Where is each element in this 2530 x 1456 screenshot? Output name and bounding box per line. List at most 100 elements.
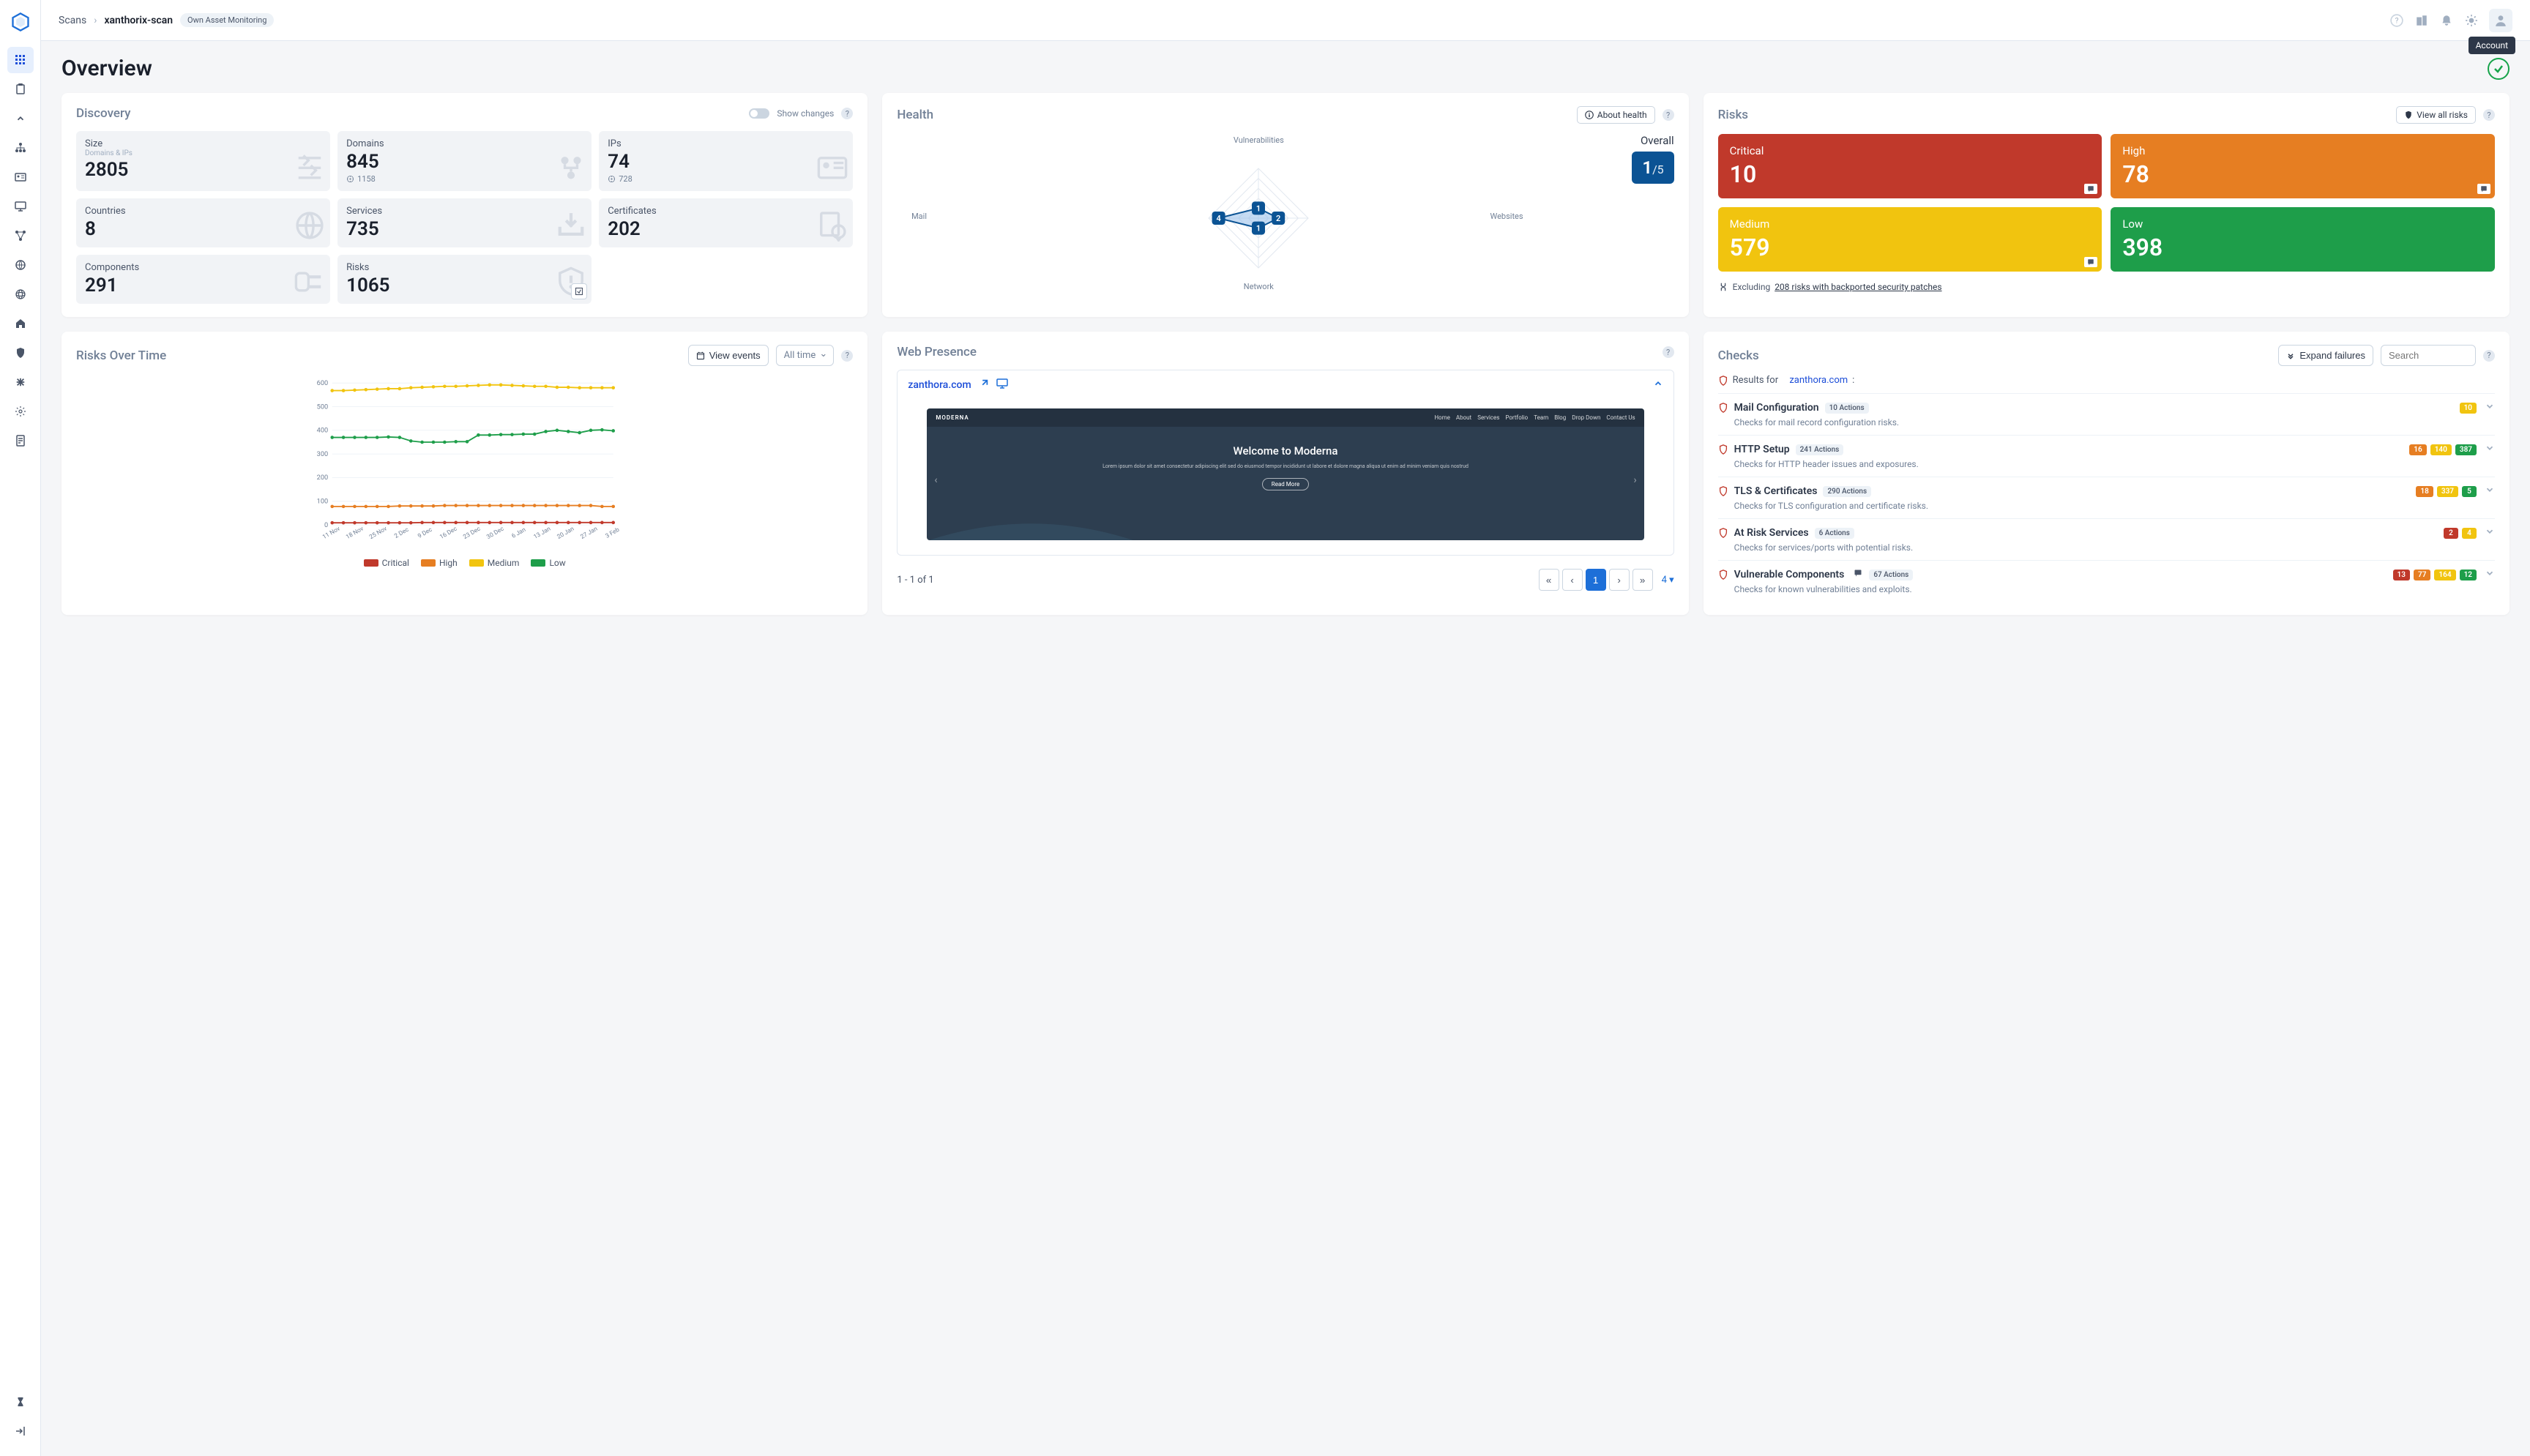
view-events-button[interactable]: View events [688,345,769,366]
breadcrumb-current: xanthorix-scan [104,15,173,26]
desktop-icon[interactable] [996,378,1008,392]
topbar: Scans › xanthorix-scan Own Asset Monitor… [41,0,2530,41]
bell-icon[interactable] [2439,13,2454,28]
countries-bg-icon [294,209,326,244]
stat-components[interactable]: Components291 [76,255,330,304]
export-button[interactable] [571,283,587,299]
risk-tile-high[interactable]: High78 [2111,134,2495,198]
pager-prev[interactable]: ‹ [1562,569,1583,591]
help-icon[interactable]: ? [2389,13,2404,28]
radar-axis-label: Websites [1490,212,1523,221]
radar-axis-label: Network [1244,282,1274,291]
sidebar-item-home[interactable] [7,310,34,337]
pager-info: 1 - 1 of 1 [897,575,933,586]
show-changes-label: Show changes [777,108,834,119]
discovery-card: Discovery Show changes ? SizeDomains & I… [61,93,867,317]
sidebar-item-asterisk[interactable] [7,369,34,395]
pager-first[interactable]: « [1539,569,1559,591]
severity-badge: 2 [2444,528,2458,539]
building-icon[interactable] [2414,13,2429,28]
discovery-help-icon[interactable]: ? [841,108,853,119]
checks-help-icon[interactable]: ? [2483,350,2495,362]
components-bg-icon [294,266,326,301]
view-all-risks-button[interactable]: View all risks [2396,106,2476,124]
account-tooltip: Account [2469,37,2515,54]
check-header[interactable]: TLS & Certificates290 Actions183375 [1718,485,2495,498]
legend-item[interactable]: High [421,558,458,568]
carousel-next-icon: › [1633,474,1636,486]
sidebar-item-globe-solid[interactable] [7,252,34,278]
check-row: HTTP Setup241 Actions16140387Checks for … [1718,435,2495,477]
sidebar-item-id-card[interactable] [7,164,34,190]
svg-text:30 Dec: 30 Dec [485,525,506,541]
sidebar-item-hourglass[interactable] [7,1389,34,1415]
stat-domains[interactable]: Domains8451158 [337,131,592,191]
theme-icon[interactable] [2464,13,2479,28]
sidebar-item-hierarchy[interactable] [7,135,34,161]
breadcrumb-root[interactable]: Scans [59,15,86,26]
sidebar-item-report[interactable] [7,428,34,454]
shield-alert-icon [1718,528,1728,538]
stat-size[interactable]: SizeDomains & IPs2805 [76,131,330,191]
risk-tile-critical[interactable]: Critical10 [1718,134,2102,198]
about-health-button[interactable]: About health [1577,106,1655,124]
checks-search-input[interactable] [2381,345,2476,366]
rot-help-icon[interactable]: ? [841,350,853,362]
legend-item[interactable]: Medium [469,558,520,568]
sidebar-item-dashboard[interactable] [7,47,34,73]
stat-risks[interactable]: Risks1065 [337,255,592,304]
sidebar-item-settings[interactable] [7,398,34,425]
check-header[interactable]: HTTP Setup241 Actions16140387 [1718,443,2495,456]
time-range-select[interactable]: All time [776,345,835,366]
pager-last[interactable]: » [1632,569,1653,591]
stat-certificates[interactable]: Certificates202 [599,198,853,247]
note-icon [2084,184,2097,194]
sidebar-item-logout[interactable] [7,1418,34,1444]
sidebar-item-clipboard[interactable] [7,76,34,102]
severity-badge: 164 [2434,570,2455,580]
svg-text:1: 1 [1256,204,1261,213]
sidebar-item-desktop[interactable] [7,193,34,220]
stat-ips[interactable]: IPs74728 [599,131,853,191]
sidebar-item-collapse[interactable] [7,105,34,132]
legend-item[interactable]: Low [531,558,565,568]
check-name: HTTP Setup [1734,444,1790,455]
status-ok-icon [2488,58,2510,80]
risk-tile-medium[interactable]: Medium579 [1718,207,2102,272]
pager-size[interactable]: 4 ▾ [1662,575,1674,586]
health-help-icon[interactable]: ? [1663,109,1674,121]
external-link-icon[interactable] [979,378,989,392]
expand-failures-button[interactable]: Expand failures [2278,345,2373,366]
risks-help-icon[interactable]: ? [2483,109,2495,121]
check-header[interactable]: Vulnerable Components67 Actions137716412 [1718,568,2495,581]
account-button[interactable] [2489,9,2512,32]
svg-text:?: ? [2395,17,2399,25]
legend-item[interactable]: Critical [364,558,409,568]
website-preview[interactable]: MODERNA HomeAboutServicesPortfolioTeamBl… [927,408,1643,540]
stat-countries[interactable]: Countries8 [76,198,330,247]
sidebar-item-network[interactable] [7,223,34,249]
web-help-icon[interactable]: ? [1663,346,1674,358]
sidebar-item-globe-wire[interactable] [7,281,34,307]
app-logo[interactable] [10,12,31,32]
actions-pill: 241 Actions [1796,444,1844,455]
svg-text:2: 2 [1276,214,1280,223]
web-domain-header[interactable]: zanthora.com [898,370,1673,400]
risks-title: Risks [1718,108,1748,122]
risk-tile-low[interactable]: Low398 [2111,207,2495,272]
page-title: Overview [61,56,152,81]
chevron-right-icon: › [94,15,97,26]
backported-link[interactable]: 208 risks with backported security patch… [1775,282,1941,292]
rot-title: Risks Over Time [76,348,166,363]
stat-services[interactable]: Services735 [337,198,592,247]
check-row: Mail Configuration10 Actions10Checks for… [1718,393,2495,435]
severity-badge: 77 [2414,570,2430,580]
sidebar-item-shield[interactable] [7,340,34,366]
severity-badge: 13 [2393,570,2410,580]
pager-page-1[interactable]: 1 [1586,569,1606,591]
show-changes-toggle[interactable] [749,108,769,119]
check-header[interactable]: Mail Configuration10 Actions10 [1718,401,2495,414]
pager-next[interactable]: › [1609,569,1630,591]
check-header[interactable]: At Risk Services6 Actions24 [1718,526,2495,540]
web-domain-name: zanthora.com [908,379,971,391]
